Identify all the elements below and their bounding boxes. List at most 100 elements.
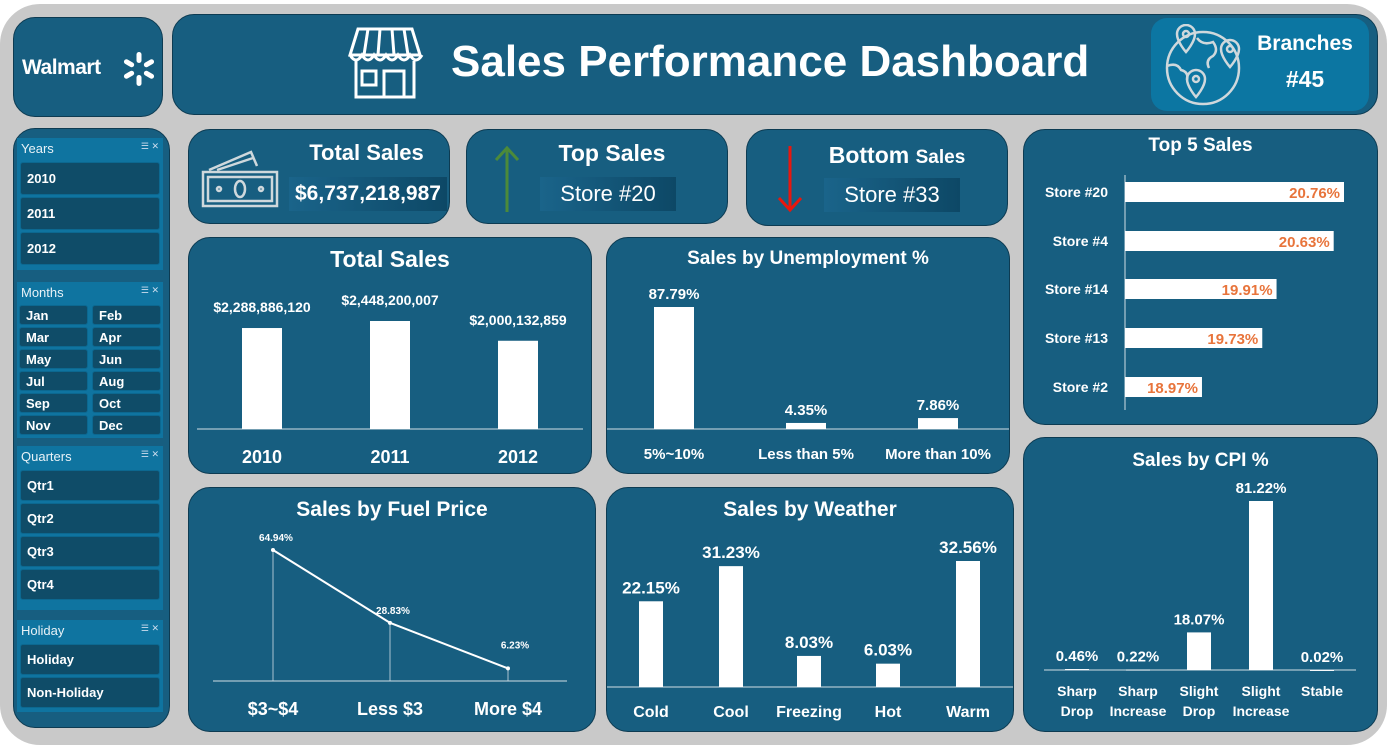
data-label: $2,448,200,007: [341, 292, 439, 308]
bar: [786, 422, 826, 429]
kpi-label: Top Sales: [558, 140, 666, 166]
bar: [242, 328, 282, 429]
slicer-item-jun[interactable]: Jun: [92, 349, 161, 369]
data-label: 18.07%: [1174, 611, 1225, 628]
data-label: 4.35%: [785, 402, 828, 419]
slicer-item-qtr4[interactable]: Qtr4: [20, 569, 160, 600]
walmart-logo: Walmart: [13, 17, 163, 117]
data-label: 22.15%: [622, 578, 680, 597]
chart-canvas: 87.79% 5%~10% 4.35% Less than 5% 7.86% More t…: [607, 286, 1009, 463]
category-label: Store #2: [1053, 379, 1108, 395]
slicer-item-holiday[interactable]: Holiday: [20, 644, 160, 675]
slicer-item-qtr2[interactable]: Qtr2: [20, 503, 160, 534]
bar: [1125, 182, 1344, 202]
data-label: 64.94%: [259, 533, 293, 544]
logo-text: Walmart: [22, 56, 101, 79]
category-label: Cool: [713, 704, 749, 721]
clear-filter-icon[interactable]: ☰ ✕: [140, 285, 159, 295]
slicer-item-oct[interactable]: Oct: [92, 393, 161, 413]
data-label: 32.56%: [939, 538, 997, 557]
data-label: 20.63%: [1279, 234, 1330, 251]
slicer-item-nov[interactable]: Nov: [19, 415, 88, 435]
category-label: 2010: [242, 447, 282, 467]
data-label: $2,288,886,120: [213, 299, 311, 315]
branches-label: Branches: [1257, 32, 1353, 55]
category-label: Store #20: [1045, 184, 1108, 200]
bar: [1125, 328, 1263, 348]
chart-title: Sales by Unemployment %: [687, 248, 929, 269]
slicer-item-apr[interactable]: Apr: [92, 327, 161, 347]
slicer-title: Holiday: [21, 623, 65, 638]
category-label: Increase: [1233, 703, 1290, 719]
bar: [876, 663, 900, 687]
data-label: 18.97%: [1147, 380, 1198, 397]
slicer-item-qtr3[interactable]: Qtr3: [20, 536, 160, 567]
bar: [654, 307, 694, 429]
data-label: 28.83%: [376, 606, 410, 617]
slicer-item-2010[interactable]: 2010: [20, 162, 160, 195]
category-label: Stable: [1301, 683, 1343, 699]
category-label: Freezing: [776, 704, 842, 721]
category-label: Slight: [1180, 683, 1219, 699]
years-slicer: Years ☰ ✕ 2010 2011 2012: [17, 138, 163, 270]
clear-filter-icon[interactable]: ☰ ✕: [140, 141, 159, 151]
data-point: [506, 666, 510, 671]
kpi-value: Store #33: [824, 178, 960, 212]
slicer-item-qtr1[interactable]: Qtr1: [20, 470, 160, 501]
clear-filter-icon[interactable]: ☰ ✕: [140, 623, 159, 633]
chart-title: Sales by Fuel Price: [296, 498, 488, 521]
bar: [918, 418, 958, 429]
kpi-bottom-sales: Bottom Sales Store #33: [746, 129, 1008, 226]
category-label: Drop: [1183, 703, 1216, 719]
bar: [639, 601, 663, 687]
branches-count: #45: [1285, 66, 1325, 92]
bar: [719, 566, 743, 687]
slicer-title: Months: [21, 285, 64, 300]
category-label: Less than 5%: [758, 446, 854, 463]
arrow-up-icon: [494, 145, 520, 212]
kpi-label-a: Bottom: [828, 142, 910, 168]
kpi-label: Bottom Sales: [822, 142, 972, 169]
arrow-down-icon: [777, 146, 803, 213]
total-sales-chart: Total Sales $2,288,886,120 2010 $2,448,200,…: [188, 237, 592, 474]
slicer-title: Quarters: [21, 449, 72, 464]
bar: [1125, 279, 1277, 299]
category-label: Drop: [1061, 703, 1094, 719]
chart-canvas: 64.94% $3~$4 28.83% Less $3 6.23% More $4: [213, 533, 567, 719]
chart-title: Total Sales: [330, 246, 450, 272]
page-title: Sales Performance Dashboard: [451, 37, 1090, 86]
slicer-item-aug[interactable]: Aug: [92, 371, 161, 391]
bar: [1125, 231, 1334, 251]
slicer-item-feb[interactable]: Feb: [92, 305, 161, 325]
slicer-item-jan[interactable]: Jan: [19, 305, 88, 325]
category-label: Warm: [946, 704, 990, 721]
data-label: 19.73%: [1207, 331, 1258, 348]
slicer-item-jul[interactable]: Jul: [19, 371, 88, 391]
slicer-title: Years: [21, 141, 54, 156]
slicer-item-dec[interactable]: Dec: [92, 415, 161, 435]
kpi-label: Total Sales: [309, 140, 424, 165]
slicer-item-sep[interactable]: Sep: [19, 393, 88, 413]
slicer-item-non-holiday[interactable]: Non-Holiday: [20, 677, 160, 708]
chart-canvas: $2,288,886,120 2010 $2,448,200,007 2011 $2,0…: [197, 292, 583, 467]
slicer-item-mar[interactable]: Mar: [19, 327, 88, 347]
fuel-price-chart: Sales by Fuel Price 64.94% $3~$4 28.83% Less…: [188, 487, 596, 732]
bar: [1125, 377, 1202, 397]
quarters-slicer: Quarters ☰ ✕ Qtr1 Qtr2 Qtr3 Qtr4: [17, 446, 163, 610]
kpi-top-sales: Top Sales Store #20: [466, 129, 728, 224]
data-label: 20.76%: [1289, 185, 1340, 202]
category-label: 2012: [498, 447, 538, 467]
category-label: Hot: [875, 704, 902, 721]
category-label: $3~$4: [248, 699, 299, 719]
clear-filter-icon[interactable]: ☰ ✕: [140, 449, 159, 459]
data-label: 7.86%: [917, 397, 960, 414]
bar: [1187, 632, 1211, 670]
category-label: Store #13: [1045, 330, 1108, 346]
slicer-item-may[interactable]: May: [19, 349, 88, 369]
category-label: Sharp: [1118, 683, 1158, 699]
slicer-item-2012[interactable]: 2012: [20, 232, 160, 265]
top5-sales-chart: Top 5 Sales 20.76% Store #20 20.63% Store #4…: [1023, 129, 1378, 425]
chart-title: Sales by Weather: [723, 498, 897, 521]
slicer-item-2011[interactable]: 2011: [20, 197, 160, 230]
bar: [1065, 669, 1089, 671]
